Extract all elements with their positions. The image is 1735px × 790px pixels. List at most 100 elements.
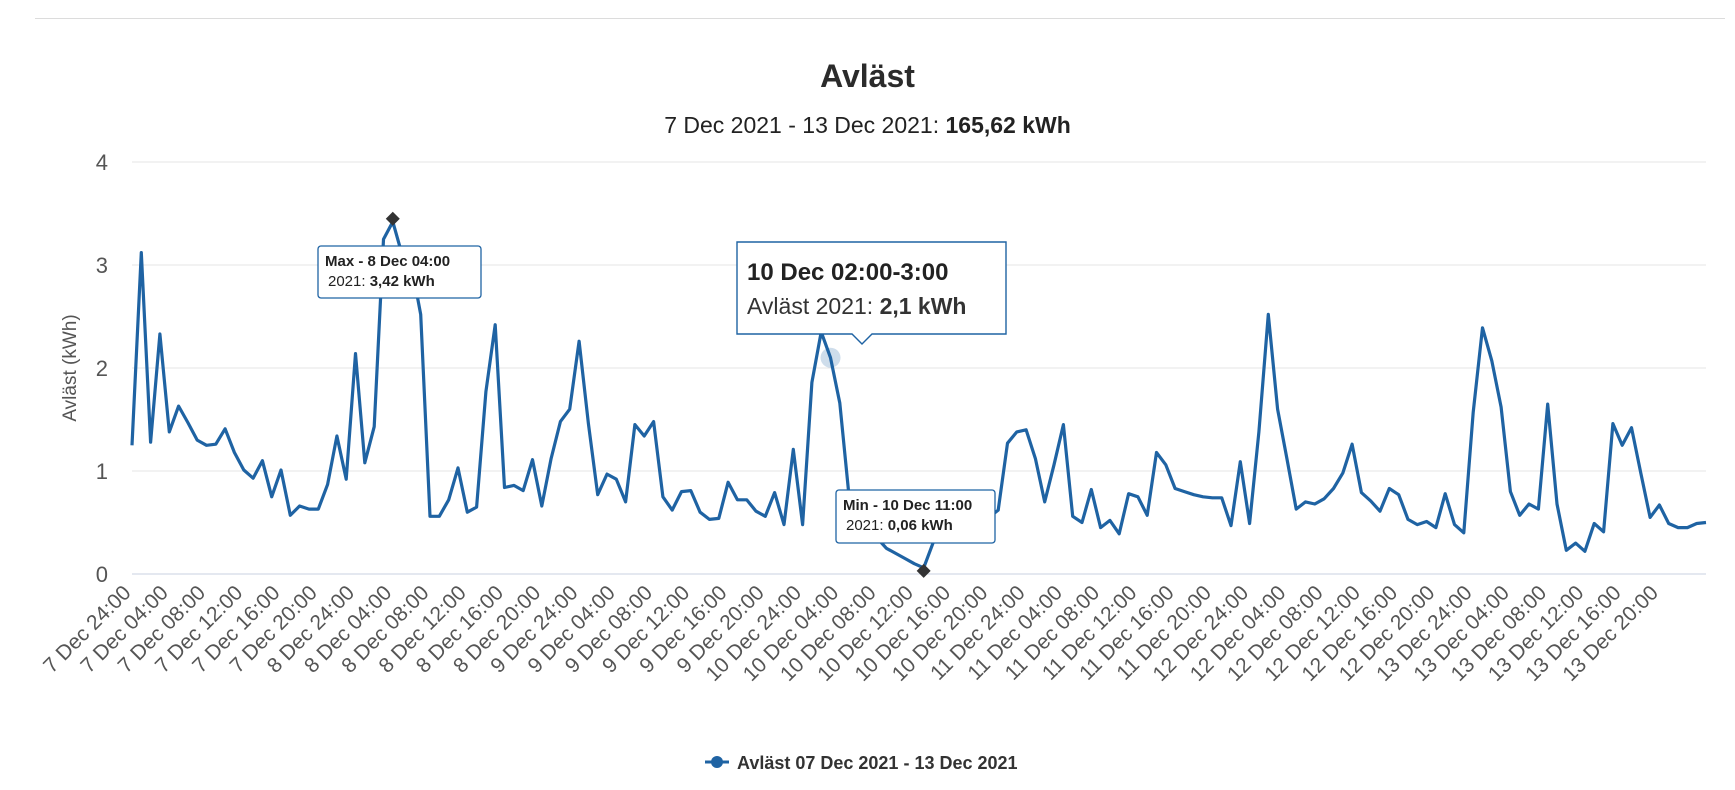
data-point <box>447 498 451 502</box>
data-point <box>149 440 153 444</box>
data-point <box>1080 521 1084 525</box>
data-point <box>1173 487 1177 491</box>
data-point <box>884 546 888 550</box>
data-point <box>791 447 795 451</box>
data-point <box>586 422 590 426</box>
data-point <box>1657 503 1661 507</box>
data-point <box>1555 502 1559 506</box>
data-point <box>1182 490 1186 494</box>
data-point <box>1387 487 1391 491</box>
data-point <box>1471 410 1475 414</box>
data-point <box>1322 497 1326 501</box>
data-point <box>512 483 516 487</box>
data-point <box>1602 530 1606 534</box>
data-point <box>475 505 479 509</box>
data-point <box>745 498 749 502</box>
data-point <box>707 517 711 521</box>
tooltip-heading: 10 Dec 02:00-3:00 <box>747 259 948 286</box>
data-point <box>1574 541 1578 545</box>
data-point <box>1369 499 1373 503</box>
data-point <box>1667 522 1671 526</box>
data-point <box>1294 507 1298 511</box>
data-point <box>288 513 292 517</box>
data-point <box>456 466 460 470</box>
data-point <box>1108 518 1112 522</box>
data-point <box>214 442 218 446</box>
chart-subtitle: 7 Dec 2021 - 13 Dec 2021: 165,62 kWh <box>0 112 1735 139</box>
data-point <box>1117 532 1121 536</box>
data-point <box>1546 402 1550 406</box>
data-point <box>754 509 758 513</box>
data-point <box>242 468 246 472</box>
data-point <box>1359 491 1363 495</box>
data-point <box>1518 513 1522 517</box>
data-point <box>1499 405 1503 409</box>
data-point <box>605 472 609 476</box>
data-point <box>689 489 693 493</box>
data-point <box>298 504 302 508</box>
data-point <box>1480 326 1484 330</box>
data-point <box>232 450 236 454</box>
series-line <box>130 220 1707 570</box>
data-point <box>1443 492 1447 496</box>
data-point <box>801 523 805 527</box>
data-point <box>1154 450 1158 454</box>
min-annotation-box <box>835 489 996 544</box>
data-point <box>1406 517 1410 521</box>
data-point <box>1210 496 1214 500</box>
data-point <box>1397 493 1401 497</box>
data-point <box>1304 500 1308 504</box>
data-point <box>1145 513 1149 517</box>
max-annotation-title: Max - 8 Dec 04:00 <box>325 253 450 270</box>
data-point <box>205 443 209 447</box>
data-point <box>1453 523 1457 527</box>
data-point <box>624 500 628 504</box>
data-point <box>1238 460 1242 464</box>
data-point <box>642 434 646 438</box>
data-point <box>661 495 665 499</box>
data-point <box>1220 496 1224 500</box>
data-point <box>735 498 739 502</box>
data-point <box>698 510 702 514</box>
data-point <box>614 477 618 481</box>
y-tick-label: 0 <box>96 562 108 587</box>
data-point <box>316 507 320 511</box>
data-point <box>158 332 162 336</box>
data-point <box>1704 521 1708 525</box>
data-point <box>1415 523 1419 527</box>
data-point <box>912 562 916 566</box>
data-point <box>186 421 190 425</box>
data-point <box>1071 514 1075 518</box>
tooltip-value: Avläst 2021: 2,1 kWh <box>747 293 966 319</box>
data-point <box>1331 487 1335 491</box>
data-point <box>782 523 786 527</box>
subtitle-total: 165,62 kWh <box>945 112 1071 138</box>
data-point <box>1648 515 1652 519</box>
data-point <box>503 485 507 489</box>
data-point <box>1248 522 1252 526</box>
data-point <box>1611 422 1615 426</box>
data-point <box>1425 519 1429 523</box>
data-point <box>1350 442 1354 446</box>
data-point <box>1527 502 1531 506</box>
data-point <box>596 493 600 497</box>
data-point <box>381 237 385 241</box>
min-marker <box>916 563 931 578</box>
data-point <box>810 380 814 384</box>
data-point <box>1564 548 1568 552</box>
data-point <box>493 323 497 327</box>
data-point <box>260 459 264 463</box>
data-point <box>307 507 311 511</box>
y-axis-label: Avläst (kWh) <box>60 314 81 421</box>
data-point <box>419 312 423 316</box>
data-point <box>1434 526 1438 530</box>
data-point <box>1285 457 1289 461</box>
tooltip-box <box>736 241 1007 345</box>
data-point <box>1676 526 1680 530</box>
data-point <box>717 516 721 520</box>
top-divider <box>35 18 1725 19</box>
data-point <box>1378 509 1382 513</box>
legend-label: Avläst 07 Dec 2021 - 13 Dec 2021 <box>737 753 1018 773</box>
data-point <box>996 508 1000 512</box>
